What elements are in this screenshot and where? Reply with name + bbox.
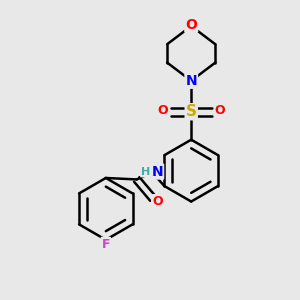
Text: O: O — [157, 104, 168, 117]
Text: O: O — [185, 18, 197, 32]
Text: F: F — [102, 238, 110, 251]
Text: N: N — [185, 74, 197, 88]
Text: S: S — [186, 104, 197, 119]
Text: O: O — [152, 195, 163, 208]
Text: O: O — [215, 104, 225, 117]
Text: N: N — [152, 165, 163, 178]
Text: H: H — [141, 167, 150, 177]
